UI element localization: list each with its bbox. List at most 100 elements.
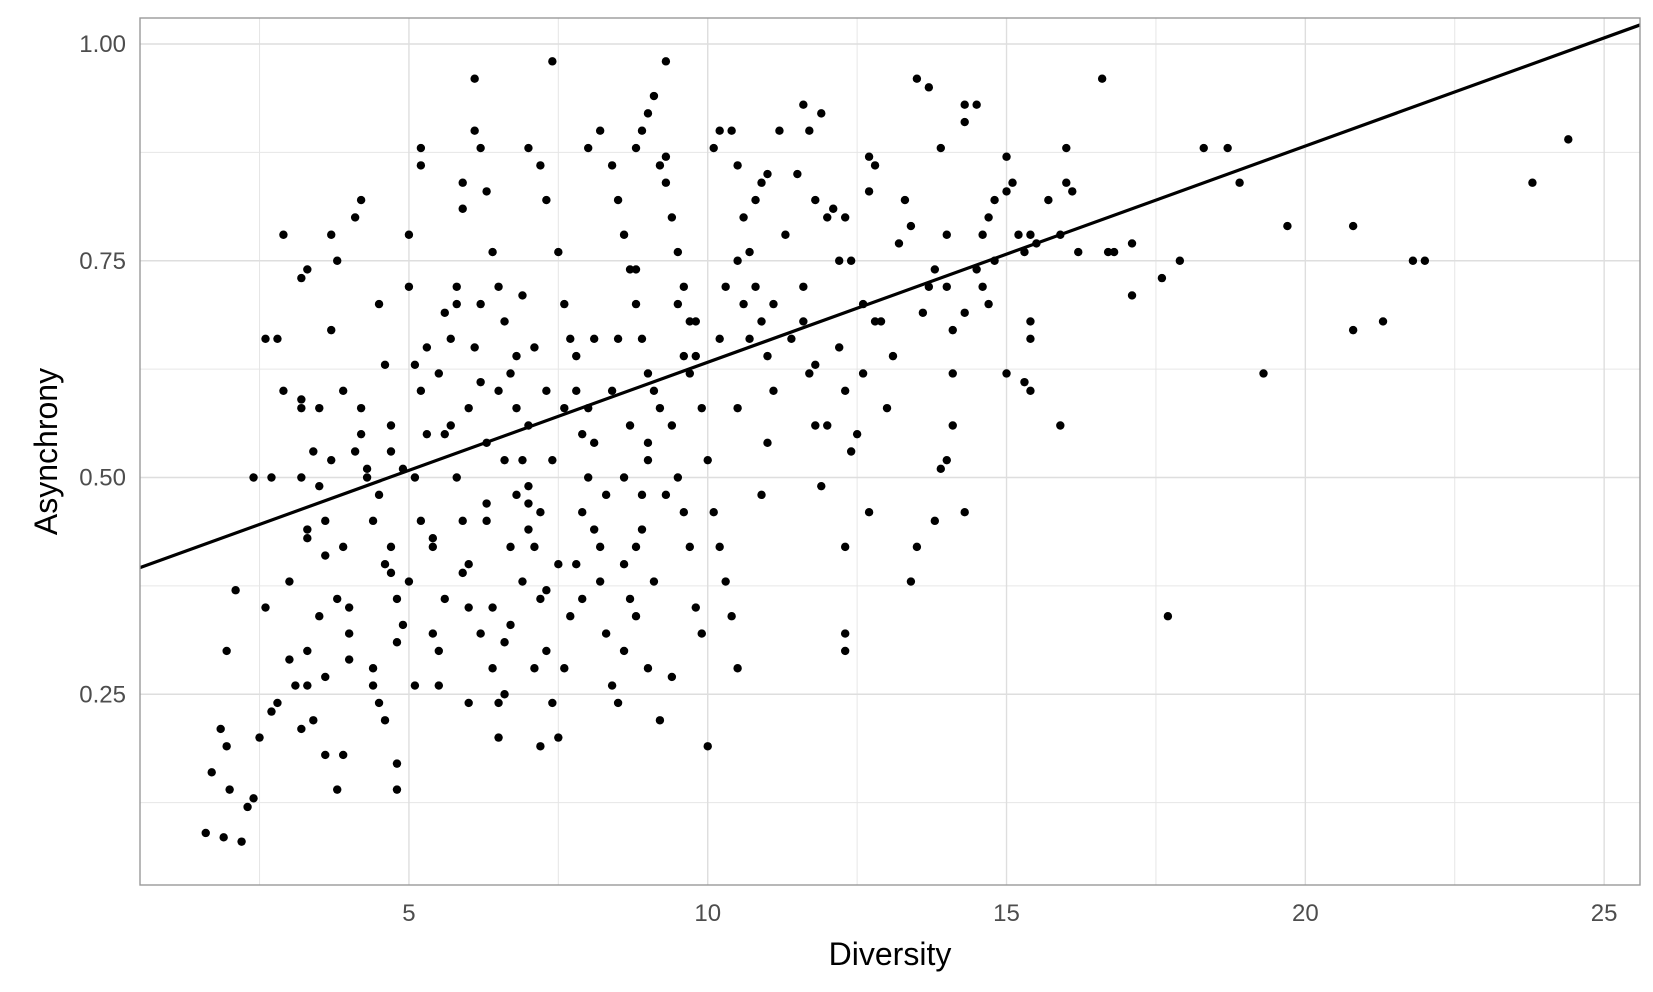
data-point (327, 230, 336, 239)
data-point (661, 490, 671, 500)
data-point (667, 213, 677, 222)
data-point (524, 525, 533, 534)
data-point (321, 551, 330, 560)
data-point (805, 369, 814, 378)
grid-lines (140, 18, 1640, 885)
data-point (673, 247, 683, 257)
data-point (1103, 247, 1113, 257)
data-point (589, 334, 599, 343)
data-point (727, 126, 736, 135)
data-point (261, 334, 270, 343)
data-point (1235, 178, 1244, 187)
data-point (763, 438, 772, 448)
data-point (613, 195, 623, 205)
data-point (667, 421, 677, 430)
data-point (924, 83, 934, 92)
data-point (906, 577, 916, 586)
data-point (643, 369, 653, 378)
data-point (1348, 325, 1358, 335)
data-point (536, 594, 545, 604)
data-point (404, 577, 414, 586)
data-point (1283, 221, 1292, 231)
data-point (1528, 178, 1537, 187)
data-point (279, 386, 288, 396)
data-point (942, 455, 951, 465)
data-point (649, 386, 659, 396)
data-point (267, 473, 276, 482)
data-point (942, 282, 951, 291)
data-point (846, 447, 856, 456)
data-point (350, 447, 360, 456)
data-point (918, 308, 928, 317)
data-point (727, 612, 736, 621)
data-point (512, 351, 521, 361)
data-point (482, 516, 491, 526)
data-point (380, 560, 390, 569)
data-point (386, 421, 396, 430)
data-point (864, 152, 874, 161)
data-point (661, 57, 671, 66)
data-point (303, 265, 312, 274)
data-point (978, 282, 987, 291)
data-point (619, 560, 629, 569)
data-point (882, 403, 892, 413)
data-point (685, 369, 695, 378)
data-point (631, 542, 641, 552)
data-point (512, 403, 521, 413)
data-point (840, 646, 850, 656)
data-point (374, 698, 384, 708)
data-point (476, 299, 485, 309)
data-point (852, 429, 862, 439)
data-point (216, 724, 225, 734)
data-point (279, 230, 288, 239)
data-point (948, 369, 957, 378)
data-point (733, 161, 742, 170)
data-point (703, 455, 712, 465)
data-point (799, 317, 808, 326)
data-point (338, 386, 348, 396)
data-point (560, 299, 569, 309)
data-point (619, 473, 629, 482)
data-point (554, 247, 563, 257)
data-point (781, 230, 790, 239)
data-point (1044, 195, 1053, 205)
data-point (733, 403, 742, 413)
data-point (637, 126, 647, 135)
data-point (470, 343, 479, 352)
data-point (912, 74, 922, 83)
data-point (960, 100, 969, 109)
data-point (631, 299, 641, 309)
data-point (410, 473, 420, 482)
data-point (673, 473, 683, 482)
data-point (1068, 187, 1077, 196)
data-point (542, 195, 551, 205)
data-point (578, 429, 587, 439)
data-point (428, 534, 438, 543)
data-point (297, 724, 306, 734)
data-point (697, 629, 706, 638)
data-point (578, 594, 587, 604)
data-point (1157, 273, 1167, 283)
x-tick-label: 25 (1591, 900, 1618, 927)
data-point (1348, 221, 1358, 231)
data-point (434, 369, 444, 378)
data-point (631, 265, 641, 274)
x-tick-label: 15 (993, 900, 1020, 927)
data-point (846, 256, 856, 265)
data-point (315, 612, 324, 621)
data-point (536, 161, 545, 170)
data-point (661, 178, 671, 187)
data-point (631, 612, 641, 621)
data-point (757, 490, 766, 500)
data-point (458, 516, 467, 526)
data-point (1127, 239, 1137, 248)
data-point (530, 664, 539, 673)
data-point (476, 143, 485, 153)
data-point (679, 507, 689, 517)
data-point (560, 664, 569, 673)
data-point (835, 343, 844, 352)
data-point (840, 386, 850, 396)
data-point (930, 265, 940, 274)
data-point (249, 473, 258, 482)
data-point (667, 672, 677, 682)
